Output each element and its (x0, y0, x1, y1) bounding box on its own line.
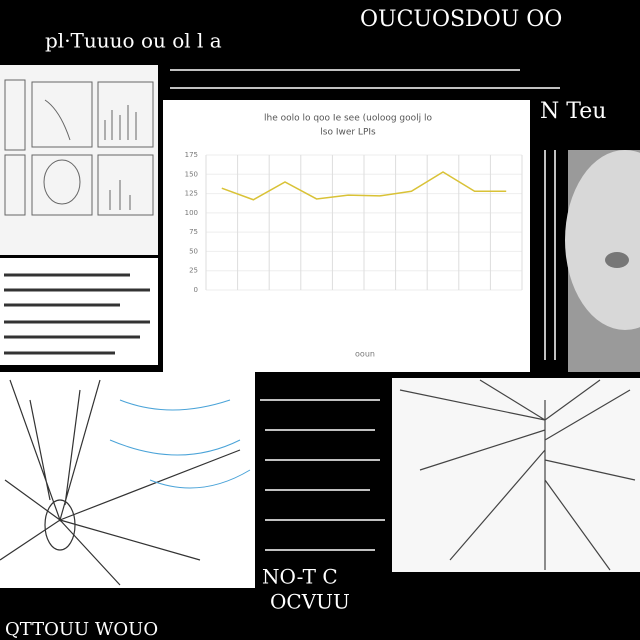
y-tick-label: 150 (185, 170, 198, 178)
caption: NO-T C (262, 565, 338, 589)
image-panel (0, 65, 158, 255)
line-chart: 0 25 50 75 100 125 150 175 (185, 151, 523, 294)
neuron-sketch (0, 379, 241, 586)
eye (605, 252, 629, 268)
heading-text: N Teu (540, 99, 606, 124)
text-lines (4, 273, 150, 355)
heading-text: pl·Tuuuo ou ol l a (45, 29, 222, 53)
face-shape (565, 150, 640, 330)
y-tick-label: 175 (185, 151, 198, 159)
image-panel (392, 378, 640, 572)
tree-sketch (399, 379, 636, 571)
sketch (4, 79, 154, 216)
caption: OCVUU (270, 590, 350, 614)
blue-sketch (109, 399, 251, 489)
y-tick-label: 50 (189, 247, 198, 255)
y-tick-label: 125 (185, 190, 198, 198)
caption: QTTOUU WOUO (5, 619, 158, 640)
y-tick-label: 25 (189, 267, 198, 275)
y-tick-label: 75 (189, 228, 198, 236)
chart-subtitle: lso Iwer LPIs (320, 128, 376, 138)
y-tick-label: 100 (185, 209, 198, 217)
scribble-lines (170, 69, 560, 551)
x-axis-label: ooun (355, 350, 375, 359)
image-panel (0, 372, 255, 588)
y-tick-label: 0 (194, 286, 198, 294)
chart-panel (163, 100, 530, 372)
data-line (221, 171, 507, 201)
chart-title: lhe oolo lo qoo Ie see (uoloog goolj lo (264, 114, 433, 124)
heading-text: OUCUOSDOU OO (360, 7, 562, 32)
